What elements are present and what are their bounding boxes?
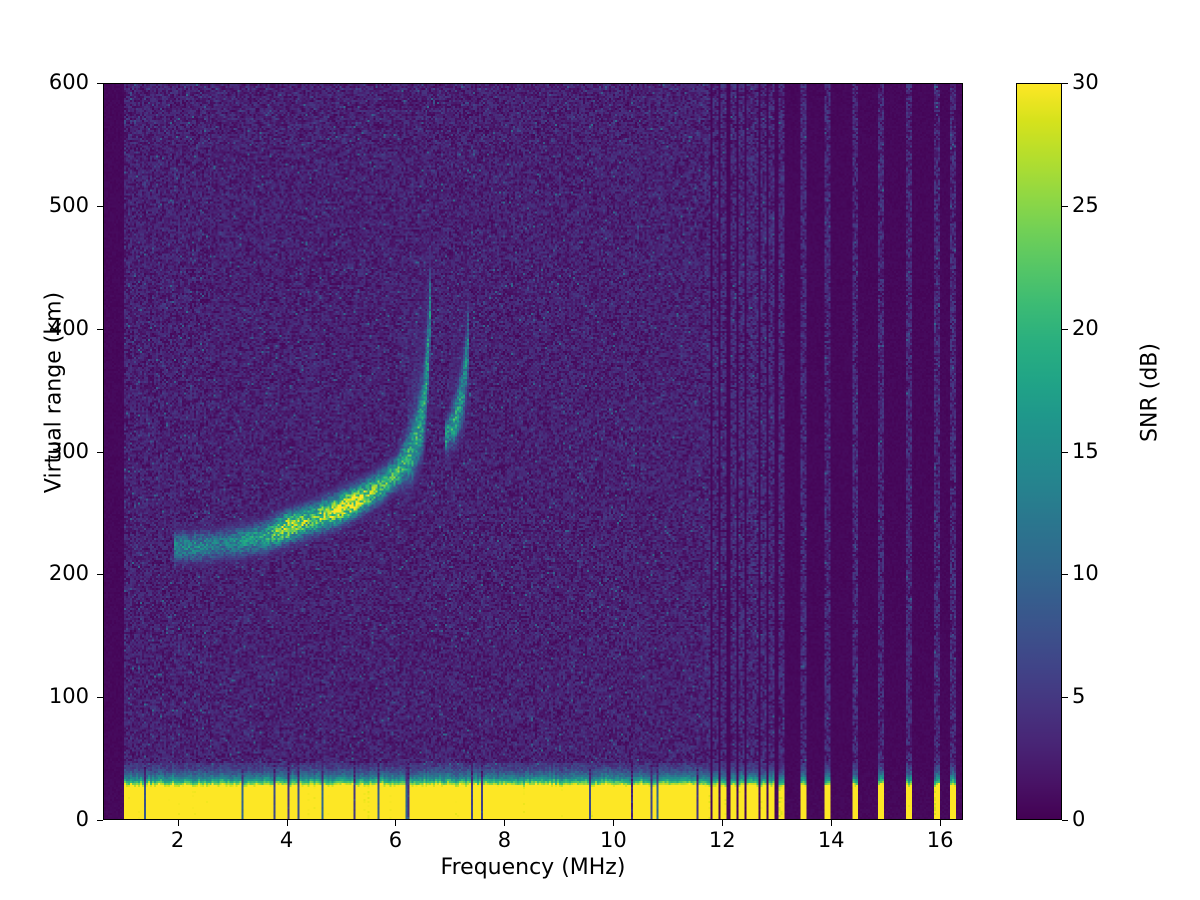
colorbar-tick-label: 10 xyxy=(1072,561,1099,586)
colorbar-gradient xyxy=(1017,84,1061,819)
y-axis-tick-mark xyxy=(97,574,103,576)
y-axis-tick-label: 500 xyxy=(48,192,89,217)
colorbar-tick-mark xyxy=(1062,574,1068,576)
y-axis-tick-label: 0 xyxy=(75,807,89,831)
colorbar-tick-mark xyxy=(1062,820,1068,821)
y-axis-tick-label: 200 xyxy=(48,561,89,586)
x-axis-tick-mark xyxy=(177,820,179,826)
x-axis-label: Frequency (MHz) xyxy=(440,855,626,880)
x-axis-tick-mark xyxy=(504,820,506,826)
colorbar-tick-label: 30 xyxy=(1072,70,1099,94)
y-axis-tick-label: 100 xyxy=(48,684,89,709)
colorbar-tick-label: 25 xyxy=(1072,192,1099,217)
colorbar-tick-label: 0 xyxy=(1072,807,1086,831)
colorbar-tick-label: 20 xyxy=(1072,315,1099,340)
colorbar-tick-mark xyxy=(1062,328,1068,330)
y-axis-tick-label: 400 xyxy=(48,315,89,340)
x-axis-tick-mark xyxy=(613,820,615,826)
x-axis-tick-label: 12 xyxy=(708,828,736,852)
colorbar-tick-mark xyxy=(1062,205,1068,207)
x-axis-tick-label: 6 xyxy=(388,828,403,852)
plot-area xyxy=(103,83,963,820)
x-axis-tick-mark xyxy=(286,820,288,826)
y-axis-tick-mark xyxy=(97,83,103,84)
colorbar xyxy=(1016,83,1062,820)
ionogram-heatmap xyxy=(104,84,962,819)
y-axis-tick-mark xyxy=(97,328,103,330)
x-axis-tick-label: 4 xyxy=(279,828,294,852)
colorbar-tick-mark xyxy=(1062,451,1068,453)
x-axis-tick-label: 8 xyxy=(497,828,512,852)
y-axis-tick-mark xyxy=(97,205,103,207)
colorbar-tick-label: 5 xyxy=(1072,684,1086,709)
x-axis-tick-mark xyxy=(722,820,724,826)
x-axis-tick-mark xyxy=(831,820,833,826)
y-axis-tick-label: 600 xyxy=(48,70,89,94)
x-axis-tick-mark xyxy=(940,820,942,826)
x-axis-tick-label: 10 xyxy=(599,828,627,852)
colorbar-tick-label: 15 xyxy=(1072,438,1099,463)
x-axis-tick-label: 16 xyxy=(926,828,954,852)
y-axis-tick-mark xyxy=(97,697,103,699)
x-axis-tick-mark xyxy=(395,820,397,826)
y-axis-tick-label: 300 xyxy=(48,438,89,463)
x-axis-tick-label: 2 xyxy=(170,828,185,852)
x-axis-tick-label: 14 xyxy=(817,828,845,852)
colorbar-tick-mark xyxy=(1062,83,1068,84)
y-axis-tick-mark xyxy=(97,451,103,453)
colorbar-tick-mark xyxy=(1062,697,1068,699)
colorbar-label: SNR (dB) xyxy=(1137,343,1163,442)
y-axis-label: Virtual range (km) xyxy=(41,291,67,494)
y-axis-tick-mark xyxy=(97,820,103,821)
